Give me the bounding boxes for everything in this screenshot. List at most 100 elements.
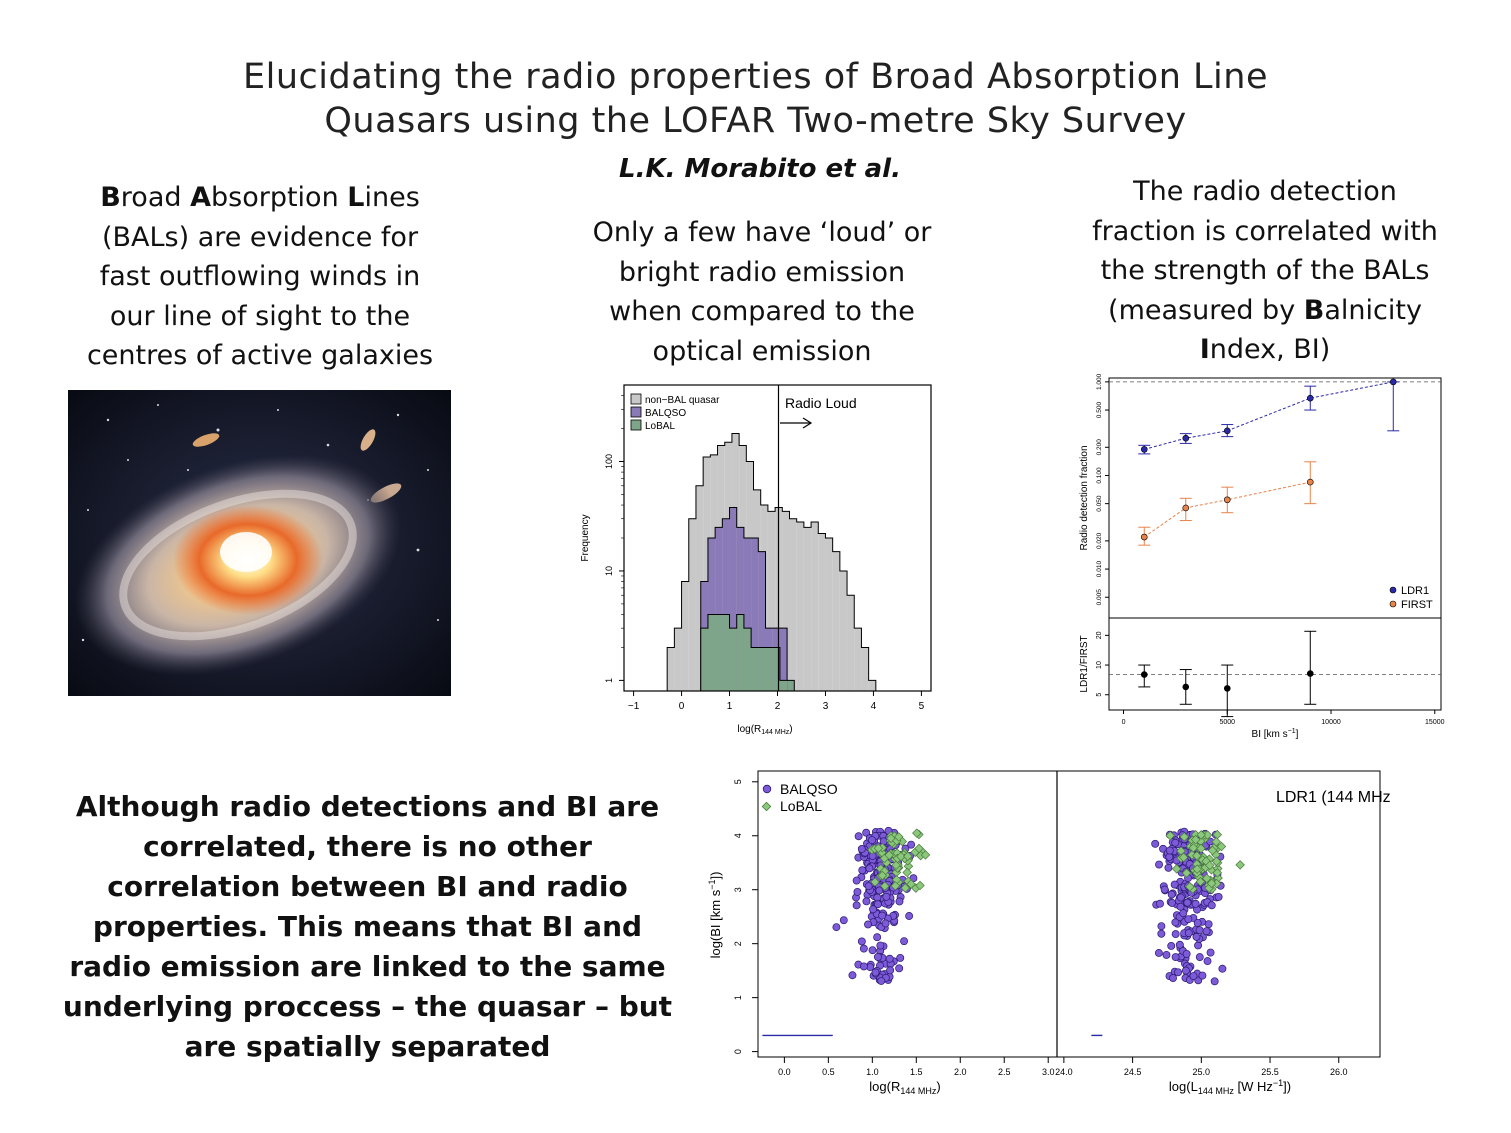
radio-loud-arrowhead	[802, 417, 813, 429]
lobal-point	[1202, 873, 1212, 884]
balqso-point	[1191, 899, 1200, 908]
balqso-point	[1198, 971, 1207, 980]
balqso-point	[1207, 901, 1216, 910]
left-line-3: fast outflowing winds in	[99, 261, 421, 292]
balqso-point	[1171, 953, 1180, 962]
bar-nonbal	[854, 628, 862, 691]
lobal-point	[1216, 841, 1227, 852]
connect-line-first	[1143, 481, 1311, 538]
histogram-x-ticks: −1 0 1 2 3 4 5	[628, 691, 925, 712]
y-tick-label: 0.010	[1096, 561, 1103, 578]
scatter-ticks: 0 1 2 3 4 5 0.0 0.5 1.0 1.5 2.0 2.5 3.0 24.0 24.5 25.0 2…	[733, 779, 1348, 1077]
lobal-point	[1211, 856, 1222, 867]
lobal-point	[880, 881, 890, 891]
x-tick-label: 1	[727, 701, 733, 712]
x-tick-label-right: 24.0	[1055, 1067, 1073, 1077]
lobal-point	[1195, 876, 1206, 887]
balqso-point	[900, 937, 909, 946]
bar-nonbal	[818, 533, 826, 691]
balqso-point	[1154, 949, 1163, 957]
balqso-point	[1176, 902, 1185, 911]
balqso-point	[859, 944, 868, 953]
scatter-panel-label: LDR1 (144 MHz)	[1276, 789, 1390, 806]
balqso-point	[1171, 838, 1180, 847]
balqso-point	[848, 971, 857, 980]
balqso-point	[854, 832, 863, 841]
bar-lobal	[787, 680, 795, 691]
middle-text: Only a few have ‘loud’ or bright radio e…	[560, 213, 964, 371]
x-tick-label-right: 25.5	[1261, 1067, 1279, 1077]
detection-x-ticks: 0 5000 10000 15000	[1122, 710, 1445, 726]
y-tick-label: 0.200	[1096, 439, 1103, 456]
balqso-point	[1165, 846, 1174, 855]
lobal-point	[912, 828, 922, 838]
point-first	[1140, 533, 1148, 541]
x-tick-label-left: 0.5	[822, 1067, 835, 1077]
lobal-point	[914, 843, 924, 854]
histogram-x-label: log(R144 MHz)	[737, 724, 792, 736]
x-tick-label-left: 1.0	[866, 1067, 879, 1077]
legend-label-ldr1: LDR1	[1401, 585, 1429, 597]
x-tick-label-left: 2.0	[954, 1067, 967, 1077]
y-tick-label: 10	[604, 566, 614, 576]
y-tick-label: 0.050	[1096, 495, 1103, 512]
lobal-point	[870, 877, 880, 887]
lobal-point	[1185, 881, 1195, 892]
histogram-y-label: Frequency	[580, 514, 591, 561]
y-tick-label: 1	[733, 995, 743, 1000]
lobal-point	[890, 881, 901, 891]
bar-balqso	[758, 551, 766, 691]
balqso-point	[857, 844, 866, 853]
balqso-point	[1170, 880, 1179, 889]
conclusion-line-7: are spatially separated	[184, 1030, 551, 1063]
bar-lobal	[722, 614, 730, 691]
x-tick-label: 15000	[1425, 719, 1445, 726]
scatter-left-panel	[762, 826, 931, 1037]
histogram-plot-area	[666, 433, 877, 691]
left-line-4: our line of sight to the	[109, 300, 411, 332]
balqso-point	[1151, 839, 1160, 848]
left-line-2: (BALs) are evidence for	[101, 221, 419, 253]
middle-line-4: optical emission	[652, 335, 872, 367]
bar-lobal	[707, 614, 716, 691]
balqso-point	[895, 897, 904, 906]
ratio-y-label: LDR1/FIRST	[1079, 635, 1090, 692]
y-tick-label: 0.005	[1096, 589, 1103, 606]
balqso-point	[862, 897, 871, 906]
right-line-3: the strength of the BALs	[1100, 255, 1430, 286]
x-tick-label: 5	[919, 701, 925, 712]
point-first	[1182, 504, 1190, 512]
bar-lobal	[751, 647, 759, 691]
conclusion-line-1: Although radio detections and BI are	[75, 790, 660, 823]
legend-label-nonbal: non−BAL quasar	[645, 395, 720, 406]
x-tick-label-left: 1.5	[910, 1067, 923, 1077]
radio-loud-label: Radio Loud	[785, 395, 857, 411]
balqso-point	[1204, 920, 1213, 929]
balqso-point	[1167, 890, 1176, 899]
detection-y-ticks: 0.005 0.010 0.020 0.050 0.100 0.200 0.500 1.000…	[1096, 373, 1109, 697]
lobal-point	[877, 870, 888, 881]
balqso-point	[859, 962, 868, 971]
bar-nonbal	[688, 518, 696, 691]
lobal-point	[1205, 860, 1215, 871]
bar-lobal	[765, 647, 773, 691]
balqso-point	[1195, 926, 1204, 935]
detection-fraction-chart: 0.005 0.010 0.020 0.050 0.100 0.200 0.500 1.000…	[1079, 373, 1445, 740]
middle-line-2: bright radio emission	[618, 256, 906, 288]
lobal-point	[1179, 832, 1190, 842]
balqso-point	[858, 866, 867, 875]
legend-marker-ldr1	[1389, 586, 1397, 594]
lobal-point	[1190, 830, 1201, 840]
poster-title: Elucidating the radio properties of Broa…	[0, 55, 1511, 143]
balqso-point	[862, 828, 871, 837]
connect-line-ldr1	[1144, 381, 1394, 450]
x-tick-label: 2	[775, 701, 781, 712]
bar-nonbal	[811, 522, 819, 691]
bottom-panel-frame	[1108, 617, 1442, 711]
lobal-point	[896, 851, 906, 862]
bar-nonbal	[695, 485, 704, 691]
balqso-point	[886, 966, 895, 975]
bar-nonbal	[681, 581, 689, 691]
balqso-point	[885, 954, 894, 963]
lobal-point	[915, 880, 925, 891]
